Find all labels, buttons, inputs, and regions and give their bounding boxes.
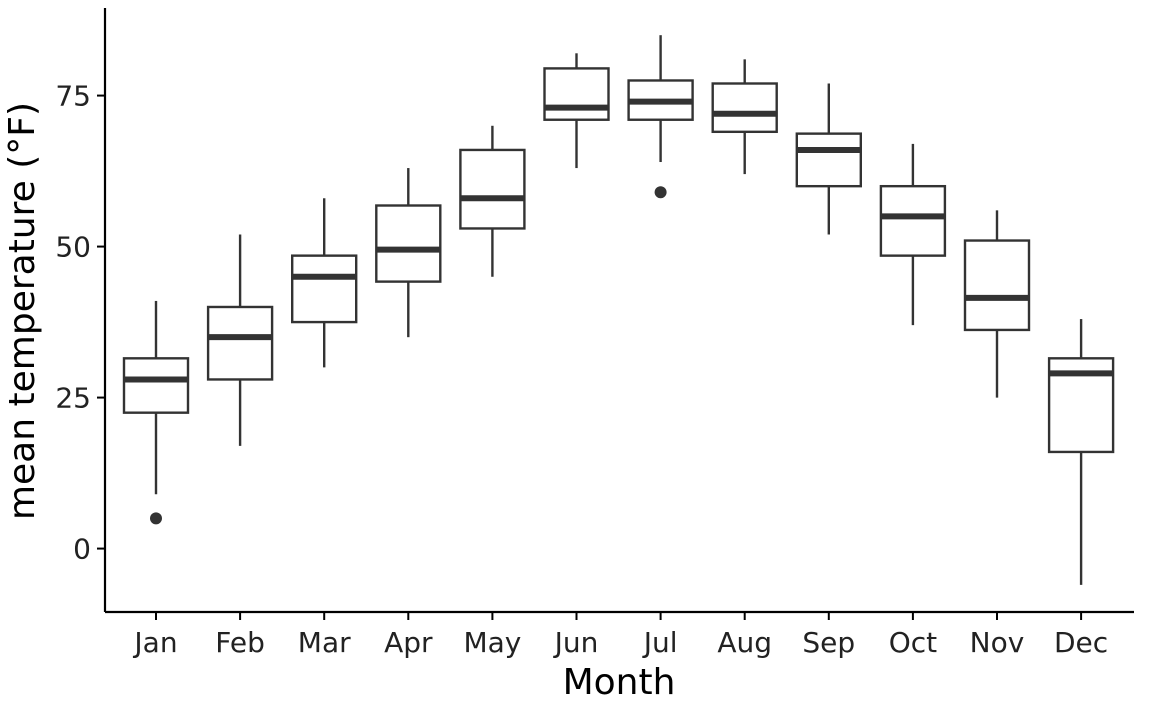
y-tick-labels: 0 25 50 75 <box>55 80 91 566</box>
box-may <box>459 125 526 277</box>
outlier-point <box>150 512 162 525</box>
y-tick-label: 75 <box>55 80 91 113</box>
x-tick-label: Jul <box>642 626 678 659</box>
x-tick-label: Mar <box>298 626 351 659</box>
x-tick-label: Jun <box>553 626 599 659</box>
iqr-box <box>291 254 358 324</box>
outlier-point <box>654 186 667 199</box>
y-tick-label: 0 <box>73 533 91 566</box>
box-sep <box>795 83 862 235</box>
iqr-box <box>459 148 526 230</box>
x-tick-label: Feb <box>215 626 265 659</box>
box-dec <box>1047 319 1115 585</box>
x-tick-label: Nov <box>970 626 1025 659</box>
box-aug <box>711 59 778 175</box>
box-jan <box>122 300 190 525</box>
x-axis-title: Month <box>563 662 676 703</box>
box-series <box>122 35 1115 585</box>
iqr-box <box>711 82 778 134</box>
x-tick-label: Jan <box>132 626 177 659</box>
box-jun <box>543 53 610 169</box>
x-tick-labels: Jan Feb Mar Apr May Jun Jul Aug Sep Oct Nov Dec <box>132 626 1108 659</box>
iqr-box <box>963 239 1031 332</box>
box-mar <box>291 198 358 368</box>
iqr-box <box>375 204 442 283</box>
x-tick-label: Oct <box>889 626 937 659</box>
iqr-box <box>206 305 274 381</box>
iqr-box <box>795 132 862 188</box>
iqr-box <box>122 357 190 414</box>
x-tick-label: Apr <box>384 626 433 659</box>
x-tick-label: Aug <box>717 626 772 659</box>
x-tick-label: Dec <box>1054 626 1108 659</box>
iqr-box <box>879 184 947 257</box>
y-tick-label: 25 <box>55 382 91 415</box>
box-jul <box>627 35 694 199</box>
box-feb <box>206 234 274 446</box>
box-oct <box>879 143 947 326</box>
y-axis-title: mean temperature (°F) <box>2 102 43 520</box>
iqr-box <box>543 67 610 121</box>
y-tick-label: 50 <box>55 231 91 264</box>
x-tick-label: Sep <box>802 626 855 659</box>
box-nov <box>963 210 1031 398</box>
x-tick-label: May <box>463 626 521 659</box>
axis-ticks <box>97 94 1083 620</box>
box-apr <box>375 168 442 338</box>
